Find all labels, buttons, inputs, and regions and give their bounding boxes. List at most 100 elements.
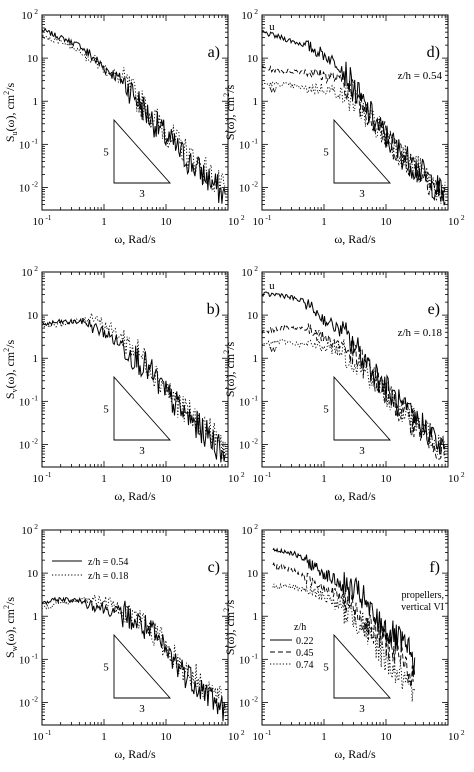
depth-annotation: z/h = 0.54 [398, 70, 443, 82]
y-axis-label: Su(ω), cm2/s [2, 83, 19, 143]
y-tick-label: 10 -2 [239, 179, 258, 194]
plot-frame [41, 14, 229, 211]
x-tick-label: 1 [321, 216, 327, 228]
series-line-1 [262, 291, 446, 455]
panel-label: d) [427, 44, 440, 61]
x-tick-label: 10 2 [448, 213, 465, 228]
curve-label-w: w [269, 343, 277, 355]
y-tick-label: 10 -1 [239, 393, 258, 408]
triangle-horizontal-label: 3 [139, 188, 145, 200]
y-tick-label: 10 -2 [239, 436, 258, 451]
plot-frame [261, 271, 449, 468]
y-tick-label: 1 [33, 353, 39, 365]
triangle-horizontal-label: 3 [139, 703, 145, 715]
x-tick-label: 10 -1 [32, 728, 51, 743]
legend-label-3: 0.74 [296, 660, 314, 671]
legend-label-2: z/h = 0.18 [88, 571, 128, 582]
series-line-1 [272, 547, 416, 674]
x-axis-label: ω, Rad/s [114, 232, 156, 246]
plot-frame [261, 529, 449, 726]
series-line-1 [42, 317, 226, 463]
y-axis-label: Sw(ω), cm2/s [2, 597, 19, 658]
y-tick-label: 1 [253, 611, 259, 623]
series-line-2 [42, 594, 226, 718]
y-tick-label: 10 -1 [239, 136, 258, 151]
panel-c: 10 -1 1 10 10 2 10 2 10 1 10 -1 10 -2 ω, Rad/s Sw(… [2, 522, 245, 761]
x-tick-label: 10 [381, 473, 393, 485]
x-tick-label: 1 [101, 731, 107, 743]
legend-header: z/h [294, 622, 306, 633]
series-line-1 [42, 596, 226, 722]
x-axis-label: ω, Rad/s [334, 489, 376, 503]
slope-triangle [333, 633, 392, 699]
x-tick-label: 10 2 [228, 470, 245, 485]
y-tick-label: 10 2 [21, 522, 38, 537]
y-axis-label: S(ω), cm2/s [222, 85, 237, 141]
triangle-horizontal-label: 3 [359, 188, 365, 200]
slope-triangle [113, 375, 172, 441]
y-tick-label: 10 [247, 53, 259, 65]
curve-label-w: w [269, 83, 277, 95]
series-line-2 [42, 313, 226, 461]
x-axis-label: ω, Rad/s [114, 489, 156, 503]
slope-triangle [113, 633, 172, 699]
y-tick-label: 10 -1 [19, 651, 38, 666]
panel-label: b) [207, 301, 220, 318]
panel-a: 10 -1 1 10 10 2 10 2 10 1 10 -1 10 -2 ω, Rad/s Su(… [2, 7, 245, 246]
triangle-vertical-label: 5 [323, 662, 329, 674]
x-tick-label: 1 [101, 216, 107, 228]
curve-label-u: u [269, 280, 275, 292]
slope-triangle [333, 375, 392, 441]
triangle-horizontal-label: 3 [359, 703, 365, 715]
x-tick-label: 10 -1 [252, 470, 271, 485]
x-tick-label: 10 [161, 216, 173, 228]
panel-b: 10 -1 1 10 10 2 10 2 10 1 10 -1 10 -2 ω, Rad/s Sv(… [2, 264, 245, 503]
x-tick-label: 10 [161, 731, 173, 743]
series-line-2 [272, 561, 416, 688]
panel-e: 10 -1 1 10 10 2 10 2 10 1 10 -1 10 -2 ω, Rad/s S(ω… [222, 264, 465, 503]
series-line-2 [262, 65, 446, 204]
y-tick-label: 1 [253, 353, 259, 365]
depth-annotation: z/h = 0.18 [398, 327, 443, 339]
x-tick-label: 10 -1 [32, 213, 51, 228]
y-tick-label: 10 [27, 310, 39, 322]
y-tick-label: 10 -2 [19, 436, 38, 451]
y-tick-label: 10 2 [241, 7, 258, 22]
panel-label: a) [208, 44, 220, 61]
x-axis-label: ω, Rad/s [334, 232, 376, 246]
plot-frame [261, 14, 449, 211]
x-tick-label: 10 -1 [32, 470, 51, 485]
series-line-1 [262, 29, 446, 206]
y-tick-label: 10 -1 [19, 136, 38, 151]
y-tick-label: 1 [33, 611, 39, 623]
triangle-horizontal-label: 3 [139, 445, 145, 457]
triangle-vertical-label: 5 [323, 147, 329, 159]
slope-triangle [113, 118, 172, 184]
y-axis-label: S(ω), cm2/s [222, 342, 237, 398]
x-tick-label: 10 [381, 216, 393, 228]
x-tick-label: 10 2 [448, 728, 465, 743]
y-tick-label: 10 2 [241, 264, 258, 279]
legend-label-1: 0.22 [296, 636, 314, 647]
panel-f: 10 -1 1 10 10 2 10 2 10 1 10 -1 10 -2 ω, Rad/s S(ω… [222, 522, 465, 761]
triangle-vertical-label: 5 [103, 147, 109, 159]
x-tick-label: 1 [101, 473, 107, 485]
triangle-vertical-label: 5 [103, 404, 109, 416]
x-tick-label: 1 [321, 473, 327, 485]
panel-label: c) [208, 559, 220, 576]
curve-label-v: v [314, 326, 320, 338]
y-tick-label: 10 2 [241, 522, 258, 537]
slope-triangle [333, 118, 392, 184]
curve-label-u: u [269, 21, 275, 33]
x-tick-label: 10 2 [228, 213, 245, 228]
y-tick-label: 10 [27, 568, 39, 580]
x-tick-label: 10 2 [228, 728, 245, 743]
y-tick-label: 1 [253, 96, 259, 108]
plot-frame [41, 271, 229, 468]
x-tick-label: 10 2 [448, 470, 465, 485]
series-line-3 [272, 582, 416, 702]
y-tick-label: 10 [247, 568, 259, 580]
y-tick-label: 10 -2 [19, 179, 38, 194]
y-tick-label: 10 -1 [19, 393, 38, 408]
